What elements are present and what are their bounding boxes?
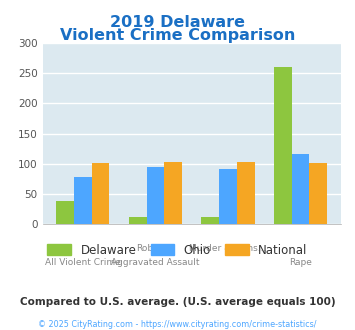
Text: Rape: Rape [289,258,312,267]
Text: All Violent Crime: All Violent Crime [45,258,121,267]
Bar [147,167,164,224]
Text: Robbery: Robbery [137,244,174,253]
Text: Violent Crime Comparison: Violent Crime Comparison [60,28,295,43]
Legend: Delaware, Ohio, National: Delaware, Ohio, National [43,239,312,261]
Bar [292,153,309,224]
Text: Compared to U.S. average. (U.S. average equals 100): Compared to U.S. average. (U.S. average … [20,297,335,307]
Bar [309,163,327,224]
Bar [164,162,182,224]
Text: Aggravated Assault: Aggravated Assault [111,258,200,267]
Bar [129,217,147,224]
Bar [274,67,292,224]
Bar [237,162,255,224]
Bar [219,169,237,224]
Bar [92,163,109,224]
Text: 2019 Delaware: 2019 Delaware [110,15,245,30]
Text: © 2025 CityRating.com - https://www.cityrating.com/crime-statistics/: © 2025 CityRating.com - https://www.city… [38,320,317,329]
Bar [56,201,74,224]
Bar [201,217,219,224]
Text: Murder & Mans...: Murder & Mans... [189,244,267,253]
Bar [74,177,92,224]
